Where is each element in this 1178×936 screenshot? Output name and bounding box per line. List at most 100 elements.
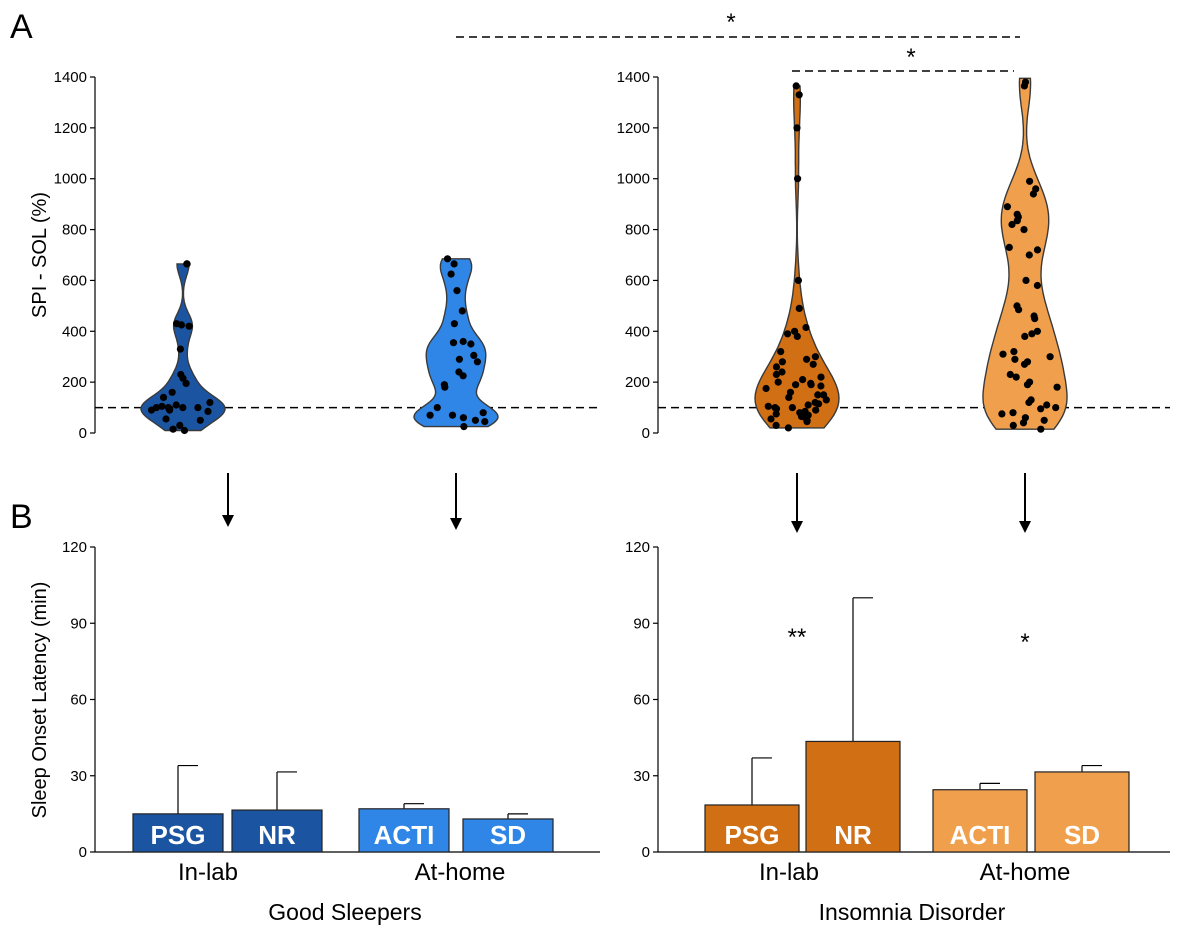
data-point: [1010, 348, 1018, 356]
data-point: [458, 307, 466, 315]
data-point: [807, 381, 815, 389]
data-point: [180, 426, 189, 435]
data-point: [1026, 177, 1034, 185]
data-point: [1005, 243, 1013, 251]
data-point: [794, 175, 802, 183]
y-tick-label: 0: [79, 425, 87, 442]
data-point: [460, 423, 468, 431]
y-tick-label: 1400: [617, 69, 650, 86]
data-point: [1033, 246, 1042, 254]
data-point: [147, 406, 156, 414]
data-point: [803, 418, 811, 426]
bar-label: NR: [258, 820, 296, 850]
bar-label: PSG: [725, 820, 780, 850]
y-tick-label: 200: [625, 374, 650, 391]
data-point: [169, 425, 177, 433]
data-point: [196, 416, 204, 424]
data-point: [1019, 419, 1028, 427]
data-point: [792, 381, 800, 389]
data-point: [772, 370, 781, 379]
data-point: [1052, 404, 1060, 412]
data-point: [778, 358, 787, 366]
bar-nr: [805, 740, 901, 853]
data-point: [433, 404, 441, 412]
data-point: [811, 353, 820, 361]
data-point: [158, 402, 166, 410]
y-tick-label: 600: [62, 272, 87, 289]
data-point: [803, 355, 811, 363]
data-point: [183, 260, 191, 268]
data-point: [179, 404, 187, 412]
data-point: [772, 363, 781, 371]
setting-label-ins-in-lab: In-lab: [759, 859, 819, 886]
data-point: [450, 320, 458, 328]
y-tick-label: 1400: [54, 69, 87, 86]
y-tick-label: 120: [62, 539, 87, 556]
data-point: [1009, 421, 1017, 429]
data-point: [481, 418, 489, 426]
data-point: [774, 378, 782, 386]
bar-sd: [1034, 771, 1130, 853]
data-point: [450, 260, 458, 268]
data-point: [998, 410, 1006, 418]
data-point: [772, 410, 780, 418]
data-point: [1009, 409, 1017, 417]
data-point: [1011, 355, 1019, 363]
data-point: [449, 339, 458, 347]
data-point: [1012, 373, 1020, 381]
violin-3: [982, 77, 1068, 430]
data-point: [785, 393, 793, 401]
data-point: [1037, 425, 1045, 433]
bar-acti: [358, 808, 450, 853]
data-point: [772, 421, 780, 429]
arrow-head-1: [450, 518, 462, 530]
data-point: [459, 414, 467, 422]
y-tick-label: 200: [62, 374, 87, 391]
setting-label-ins-at-home: At-home: [980, 859, 1071, 886]
data-point: [762, 384, 770, 393]
data-point: [1020, 360, 1029, 368]
data-point: [470, 351, 478, 359]
data-point: [479, 409, 487, 417]
data-point: [767, 415, 775, 423]
data-point: [793, 332, 801, 340]
violin-2: [754, 85, 840, 429]
data-point: [817, 373, 825, 381]
significance-star-inner: *: [906, 44, 915, 71]
data-point: [159, 393, 168, 401]
y-tick-label: 120: [625, 539, 650, 556]
data-point: [448, 411, 457, 419]
y-tick-label: 90: [633, 615, 650, 632]
data-point: [809, 360, 817, 368]
data-point: [814, 391, 822, 399]
data-point: [795, 91, 803, 99]
data-point: [794, 276, 803, 284]
arrow-head-3: [1019, 521, 1031, 533]
data-point: [795, 304, 803, 312]
setting-label-good-in-lab: In-lab: [178, 859, 238, 886]
data-point: [1013, 217, 1021, 225]
data-point: [467, 340, 475, 348]
data-point: [166, 406, 174, 414]
y-tick-label: 800: [62, 222, 87, 239]
data-point: [1053, 383, 1061, 391]
bar-label: ACTI: [374, 820, 435, 850]
data-point: [447, 270, 455, 278]
data-point: [777, 348, 785, 356]
data-point: [1037, 405, 1045, 413]
bar-label: SD: [490, 820, 526, 850]
data-point: [459, 337, 467, 346]
data-point: [168, 388, 176, 396]
arrow-head-0: [222, 515, 234, 527]
y-tick-label: 0: [642, 844, 650, 861]
data-point: [764, 402, 772, 410]
bar-label: SD: [1064, 820, 1100, 850]
data-point: [185, 322, 193, 330]
bar-sd: [462, 818, 554, 853]
y-tick-label: 1200: [617, 120, 650, 137]
data-point: [1020, 82, 1028, 90]
y-tick-label: 400: [625, 323, 650, 340]
data-point: [1043, 401, 1051, 409]
data-point: [784, 330, 792, 338]
